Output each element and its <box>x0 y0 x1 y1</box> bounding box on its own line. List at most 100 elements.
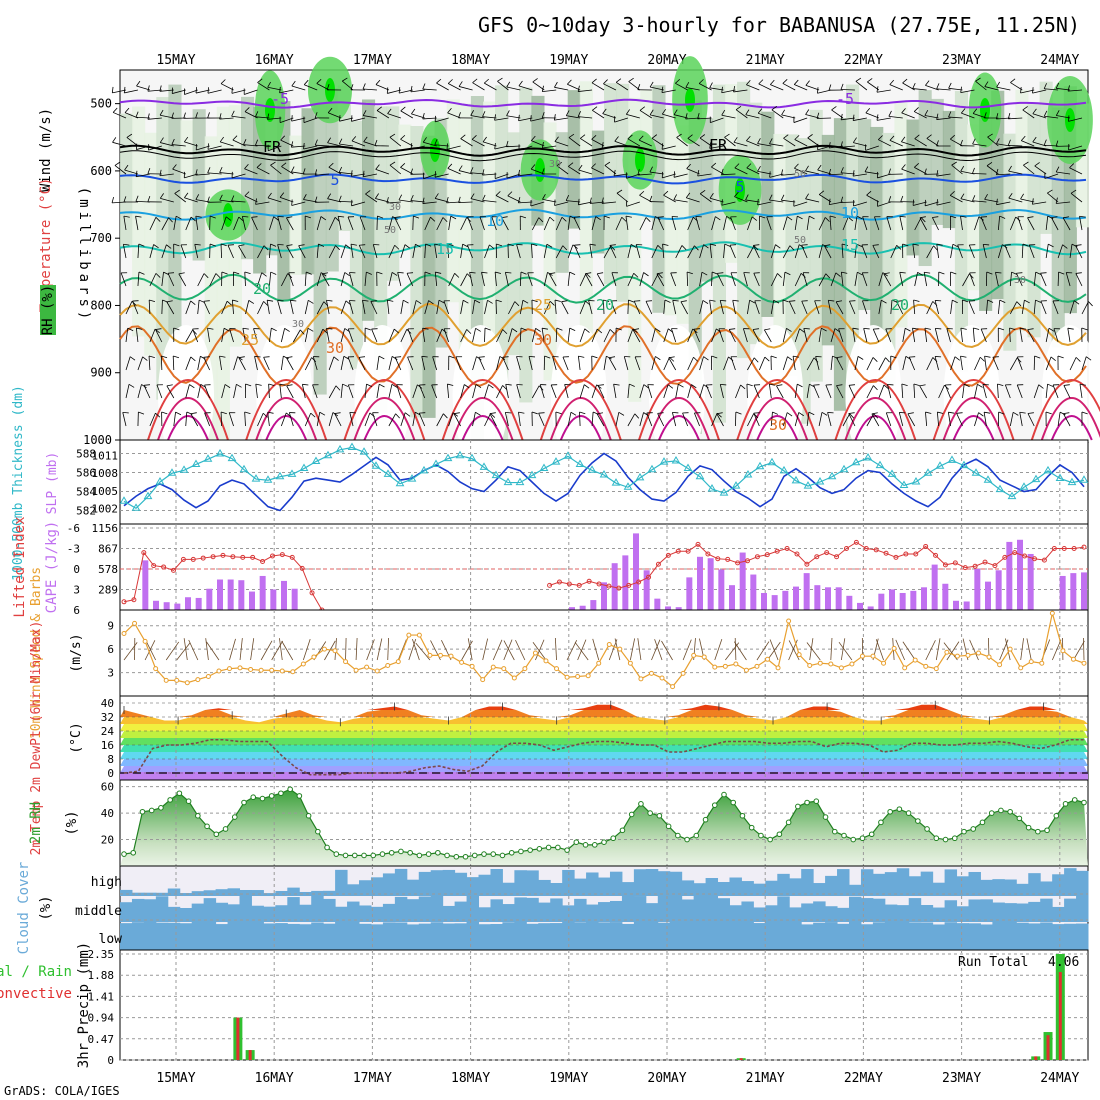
wind-barb <box>815 356 820 371</box>
wind-barb <box>1068 145 1083 151</box>
wind-barb-flag <box>821 327 827 332</box>
rh-marker <box>813 798 820 804</box>
wind-barb-flag <box>221 271 228 275</box>
wind-barb <box>257 413 264 427</box>
surface-heat-contour <box>353 397 416 441</box>
rh-marker <box>1025 824 1032 831</box>
surface-heat-contour <box>167 415 209 441</box>
wind10-barb <box>806 642 821 661</box>
wind-barb-flag <box>645 300 652 302</box>
wind-barb <box>697 117 712 120</box>
wind-barb-flag <box>817 87 819 94</box>
cloud-block <box>729 905 742 922</box>
wind-barb-flag <box>271 327 277 332</box>
wind-barb <box>901 112 915 119</box>
wind-barb-flag <box>478 356 485 358</box>
wind-barb <box>651 216 656 231</box>
wind-barb-flag <box>555 411 562 415</box>
wind-barb <box>719 384 724 399</box>
wind-barb <box>626 201 640 207</box>
wind-barb <box>596 273 605 287</box>
wind-barb <box>538 413 545 427</box>
wind10-tick-label: 6 <box>107 643 114 656</box>
wind-barb <box>161 244 167 259</box>
wind-barb <box>662 244 665 259</box>
cloud-block <box>215 902 229 922</box>
cape-bar <box>249 591 255 610</box>
wind-barb <box>254 356 258 371</box>
wind-barb <box>195 89 210 94</box>
temperature-contour <box>119 173 1087 185</box>
cloud-block <box>514 920 527 950</box>
slp-marker <box>539 463 549 472</box>
wind-barb-flag <box>159 85 162 92</box>
wind-barb <box>458 86 473 91</box>
wind-barb-flag <box>469 271 476 274</box>
wind-barb-flag <box>400 163 406 168</box>
wind-barb-flag <box>231 110 235 117</box>
wind-barb <box>1081 356 1087 371</box>
wind-barb <box>436 217 444 231</box>
wind-barb <box>782 272 786 287</box>
temperature-color-bands <box>120 704 1088 780</box>
wind-barb-flag <box>848 412 855 414</box>
wind-barb-flag <box>326 84 330 90</box>
wind-barb <box>204 384 211 399</box>
wind-barb-flag <box>428 300 434 305</box>
wind-barb <box>913 201 927 206</box>
slp-marker <box>179 465 189 473</box>
wind-barb <box>219 199 234 203</box>
wind-barb <box>610 300 617 315</box>
wind-barb <box>649 86 664 91</box>
rh-marker <box>665 823 672 830</box>
wind10-barb <box>838 641 853 661</box>
wind-barb-flag <box>1068 115 1070 122</box>
cloud-block <box>442 905 456 922</box>
wind-barb-flag <box>604 215 610 219</box>
wind-barb-flag <box>628 299 635 303</box>
wind-barb-flag <box>613 383 620 386</box>
wind10-marker <box>142 638 148 644</box>
rh-marker <box>296 793 303 799</box>
wind-barb-flag <box>1055 110 1060 116</box>
cloud-block <box>227 888 241 896</box>
wind10-barb <box>271 640 284 661</box>
wind-barb-flag <box>694 245 699 251</box>
wind-barb-flag <box>757 165 761 172</box>
wind-barb <box>841 117 856 121</box>
surface-heat-contour <box>461 415 504 441</box>
cape-tick-label: 867 <box>98 543 118 556</box>
rh-marker <box>1035 828 1041 835</box>
wind-barb <box>432 356 438 371</box>
cloud-block <box>741 921 754 950</box>
slp-marker <box>995 484 1005 493</box>
wind10-marker <box>226 666 232 672</box>
wind-barb <box>735 384 741 399</box>
wind-barb <box>530 201 545 207</box>
wind-barb-flag <box>375 164 380 170</box>
wind-barb <box>542 198 557 203</box>
wind-barb <box>315 173 330 176</box>
wind-barb <box>567 412 572 427</box>
wind-barb-flag <box>298 244 305 247</box>
cape-tick-label: 578 <box>98 563 118 576</box>
li-line <box>549 541 1085 589</box>
wind-barb <box>506 115 521 119</box>
wind-barb-flag <box>589 243 596 246</box>
wind-barb <box>1045 356 1052 371</box>
wind-barb <box>855 81 868 91</box>
wind-barb <box>541 328 545 343</box>
slp-tick-label: 1011 <box>92 450 119 463</box>
wind-barb <box>685 117 700 120</box>
cape-bars <box>142 533 1087 610</box>
wind-barb-flag <box>997 383 1004 386</box>
rh-max-patch <box>223 203 233 227</box>
wind-barb-flag <box>797 215 803 220</box>
wind-barb <box>386 201 401 204</box>
wind10-marker <box>132 620 138 626</box>
wind-barb <box>803 328 808 343</box>
cloud-block <box>466 921 480 950</box>
wind-barb <box>996 143 1011 147</box>
rh-marker <box>951 835 958 842</box>
cloud-block <box>490 923 503 950</box>
